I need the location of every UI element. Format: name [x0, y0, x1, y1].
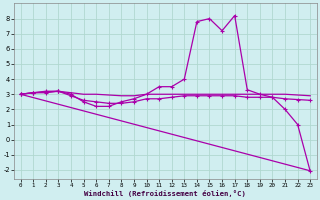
X-axis label: Windchill (Refroidissement éolien,°C): Windchill (Refroidissement éolien,°C) [84, 190, 246, 197]
